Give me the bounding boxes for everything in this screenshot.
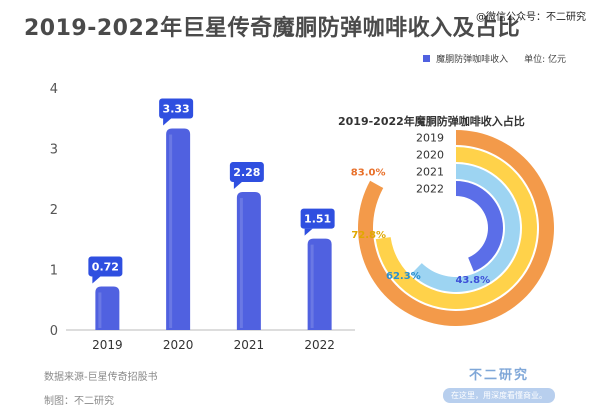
unit-label: 单位: 亿元 xyxy=(524,55,566,65)
legend-series-name: 魔胴防弹咖啡收入 xyxy=(436,55,509,65)
bar-highlight xyxy=(169,134,173,328)
data-label-pointer xyxy=(304,228,313,236)
bar xyxy=(95,286,120,330)
y-tick-label: 0 xyxy=(50,324,58,339)
ring-category-label: 2020 xyxy=(416,149,444,162)
data-label-box xyxy=(88,256,123,277)
donut-title: 2019-2022年魔胴防弹咖啡收入占比 xyxy=(338,115,525,128)
bar xyxy=(307,238,332,330)
data-label-pointer xyxy=(163,118,172,126)
data-label-box xyxy=(159,98,194,119)
brand-name: 不二研究 xyxy=(468,368,529,383)
ring-percent-label: 62.3% xyxy=(386,271,421,282)
ring-percent-label: 72.8% xyxy=(351,230,386,241)
bar-highlight xyxy=(310,244,314,328)
data-label-box xyxy=(300,208,335,229)
x-tick-label: 2021 xyxy=(234,338,265,352)
data-label-pointer xyxy=(233,182,242,190)
ring-category-label: 2019 xyxy=(416,132,444,145)
y-tick-label: 2 xyxy=(50,203,58,218)
data-label-pointer xyxy=(92,276,101,284)
ring-category-label: 2022 xyxy=(416,183,444,196)
ring-percent-label: 83.0% xyxy=(351,167,386,178)
legend-swatch xyxy=(423,55,431,62)
data-label: 3.33 xyxy=(163,103,190,116)
bar-highlight xyxy=(98,292,102,328)
ring-percent-label: 43.8% xyxy=(455,275,490,286)
x-tick-label: 2020 xyxy=(163,338,194,352)
bar-highlight xyxy=(239,198,243,328)
legend: 魔胴防弹咖啡收入 单位: 亿元 xyxy=(423,52,566,65)
bar xyxy=(166,128,191,330)
radial-bar-segment xyxy=(456,181,504,272)
data-label: 0.72 xyxy=(92,260,119,273)
data-label: 1.51 xyxy=(304,213,331,226)
radial-bar-segment xyxy=(411,164,520,292)
y-tick-label: 1 xyxy=(50,264,58,279)
wechat-account: @微信公众号：不二研究 xyxy=(476,12,586,23)
bar xyxy=(236,192,261,330)
brand-logo: 不二研究 在这里，用深度看懂商业。 xyxy=(440,364,558,403)
ring-category-label: 2021 xyxy=(416,166,444,179)
chart-title: 2019-2022年巨星传奇魔胴防弹咖啡收入及占比 xyxy=(24,16,521,41)
made-by: 制图：不二研究 xyxy=(44,396,114,407)
data-source: 数据来源-巨星传奇招股书 xyxy=(44,372,158,383)
data-label: 2.28 xyxy=(233,166,260,179)
data-label-box xyxy=(229,162,264,183)
y-tick-label: 3 xyxy=(50,143,58,158)
x-tick-label: 2022 xyxy=(304,338,335,352)
x-tick-label: 2019 xyxy=(92,338,123,352)
y-tick-label: 4 xyxy=(50,82,58,97)
brand-slogan: 在这里，用深度看懂商业。 xyxy=(443,388,555,403)
